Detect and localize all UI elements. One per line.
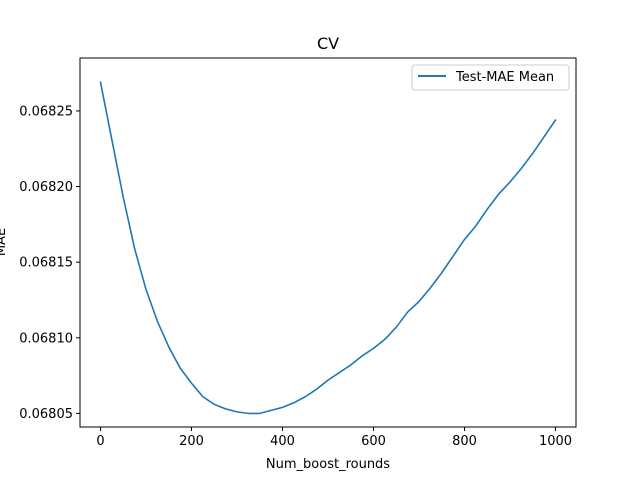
chart-title: CV	[317, 34, 339, 53]
y-tick-label: 0.06815	[19, 256, 73, 271]
legend-box	[411, 64, 570, 91]
legend-label: Test-MAE Mean	[455, 70, 554, 85]
y-tick-label: 0.06805	[19, 407, 73, 422]
y-tick-label: 0.06820	[19, 180, 73, 195]
x-tick-label: 600	[361, 434, 386, 449]
series-line-0	[99, 81, 557, 415]
x-tick-label: 200	[179, 434, 204, 449]
y-axis-label: MAE	[0, 228, 9, 256]
plot-area	[99, 81, 557, 415]
x-tick-label: 0	[96, 434, 104, 449]
y-tick-label: 0.06810	[19, 331, 73, 346]
legend: Test-MAE Mean	[411, 64, 570, 91]
axis-ticks: 0 200 400 600 800 1000 0.06805 0.06810 0.06815 0.…	[19, 104, 572, 449]
x-tick-label: 800	[452, 434, 477, 449]
plot-frame	[79, 57, 577, 428]
x-tick-label: 1000	[539, 434, 572, 449]
x-tick-label: 400	[270, 434, 295, 449]
y-tick-label: 0.06825	[19, 104, 73, 119]
x-axis-label: Num_boost_rounds	[266, 457, 390, 472]
